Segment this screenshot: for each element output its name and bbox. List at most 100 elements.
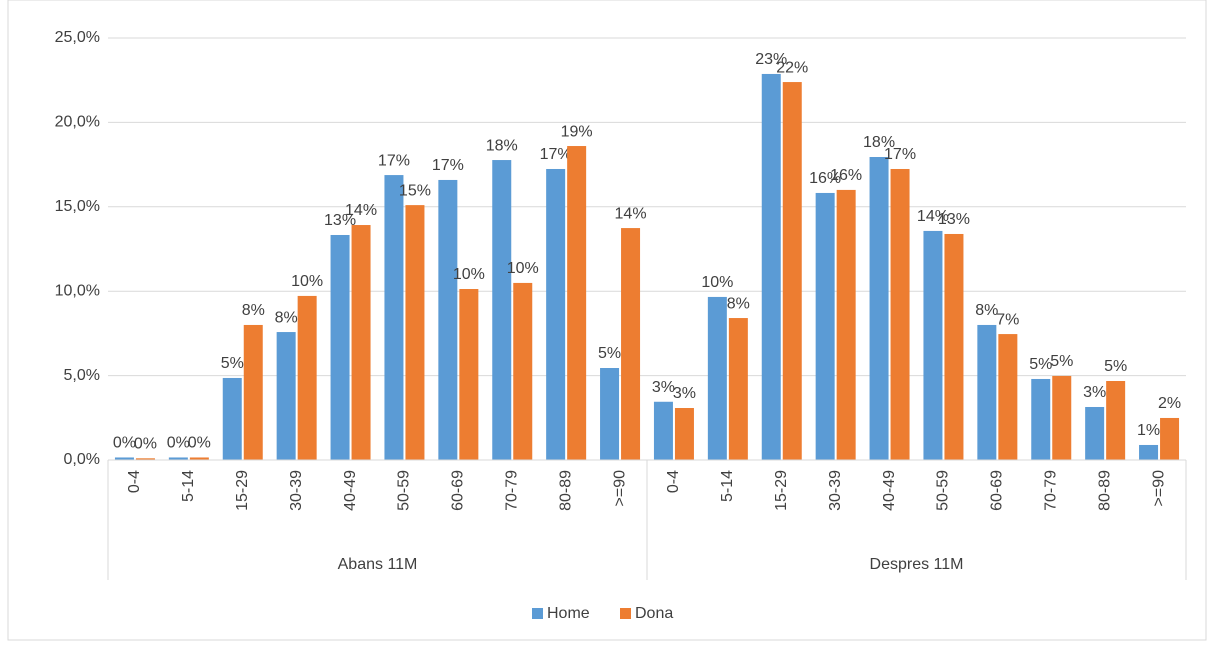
y-tick-label: 0,0% xyxy=(64,451,100,468)
x-tick-label: 15-29 xyxy=(773,470,790,511)
x-tick-label: 40-49 xyxy=(342,470,359,511)
legend-swatch xyxy=(532,608,543,619)
value-label: 8% xyxy=(275,309,298,326)
value-label: 10% xyxy=(453,266,485,283)
x-tick-label: 80-89 xyxy=(1096,470,1113,511)
bar xyxy=(782,82,802,461)
bar xyxy=(276,332,296,460)
value-label: 16% xyxy=(830,167,862,184)
value-label: 0% xyxy=(167,435,190,452)
value-label: 5% xyxy=(1050,353,1073,370)
x-tick-label: 15-29 xyxy=(234,470,251,511)
bar xyxy=(761,73,781,460)
x-tick-label: 70-79 xyxy=(1042,470,1059,511)
value-label: 17% xyxy=(378,152,410,169)
x-tick-label: 30-39 xyxy=(288,470,305,511)
value-label: 17% xyxy=(432,157,464,174)
value-label: 7% xyxy=(996,311,1019,328)
x-tick-label: >=90 xyxy=(1150,470,1167,507)
x-tick-label: 70-79 xyxy=(503,470,520,511)
value-label: 18% xyxy=(486,137,518,154)
y-tick-label: 5,0% xyxy=(64,367,100,384)
x-tick-label: 30-39 xyxy=(827,470,844,511)
bar xyxy=(1085,406,1105,460)
value-label: 16% xyxy=(809,170,841,187)
bar xyxy=(513,282,533,460)
value-label: 5% xyxy=(221,355,244,372)
bar xyxy=(243,324,263,460)
bar xyxy=(1052,375,1072,460)
bar xyxy=(836,189,856,461)
value-label: 14% xyxy=(345,202,377,219)
bar xyxy=(492,160,512,460)
y-tick-label: 20,0% xyxy=(55,114,100,131)
bar xyxy=(923,230,943,460)
value-label: 5% xyxy=(1104,358,1127,375)
x-tick-label: 50-59 xyxy=(935,470,952,511)
value-label: 13% xyxy=(324,212,356,229)
bar xyxy=(546,168,566,460)
x-tick-label: 60-69 xyxy=(450,470,467,511)
bar xyxy=(1139,444,1159,460)
x-tick-label: 0-4 xyxy=(665,470,682,493)
value-label: 22% xyxy=(776,59,808,76)
value-label: 5% xyxy=(1029,356,1052,373)
bar xyxy=(384,175,404,460)
value-label: 5% xyxy=(598,345,621,362)
bar xyxy=(674,408,694,460)
bar xyxy=(405,205,425,460)
bar xyxy=(189,457,209,460)
bar xyxy=(621,228,641,460)
value-label: 3% xyxy=(652,379,675,396)
bar xyxy=(222,377,242,460)
value-label: 17% xyxy=(884,146,916,163)
value-label: 10% xyxy=(701,274,733,291)
bar xyxy=(815,192,835,460)
value-label: 15% xyxy=(399,182,431,199)
x-tick-label: 60-69 xyxy=(989,470,1006,511)
value-label: 8% xyxy=(242,302,265,319)
x-tick-label: 40-49 xyxy=(881,470,898,511)
bar xyxy=(890,168,910,460)
value-label: 17% xyxy=(540,146,572,163)
value-label: 13% xyxy=(938,211,970,228)
value-label: 18% xyxy=(863,134,895,151)
bar xyxy=(135,458,155,460)
value-label: 8% xyxy=(975,302,998,319)
x-tick-label: 5-14 xyxy=(180,470,197,502)
value-label: 14% xyxy=(917,208,949,225)
bar xyxy=(330,234,350,460)
bar xyxy=(351,225,371,460)
value-label: 2% xyxy=(1158,395,1181,412)
value-label: 0% xyxy=(188,435,211,452)
y-tick-label: 25,0% xyxy=(55,29,100,46)
bar xyxy=(600,368,620,460)
bar xyxy=(977,324,997,460)
bar xyxy=(728,318,748,460)
group-label: Abans 11M xyxy=(338,556,418,573)
bar xyxy=(459,289,479,460)
bar xyxy=(707,296,727,460)
value-label: 10% xyxy=(291,273,323,290)
bar xyxy=(998,334,1018,460)
value-label: 3% xyxy=(1083,384,1106,401)
value-label: 1% xyxy=(1137,422,1160,439)
bar xyxy=(1106,381,1126,460)
legend-swatch xyxy=(620,608,631,619)
chart-border xyxy=(7,0,1207,641)
bar xyxy=(438,179,458,460)
bar xyxy=(114,457,134,460)
value-label: 14% xyxy=(615,205,647,222)
bar xyxy=(944,233,964,460)
group-label: Despres 11M xyxy=(870,556,964,573)
value-label: 0% xyxy=(113,435,136,452)
x-tick-label: 50-59 xyxy=(396,470,413,511)
value-label: 19% xyxy=(561,123,593,140)
bar xyxy=(297,295,317,460)
value-label: 3% xyxy=(673,385,696,402)
y-tick-label: 10,0% xyxy=(55,282,100,299)
value-label: 0% xyxy=(134,436,157,453)
bar xyxy=(653,401,673,460)
value-label: 23% xyxy=(755,51,787,68)
